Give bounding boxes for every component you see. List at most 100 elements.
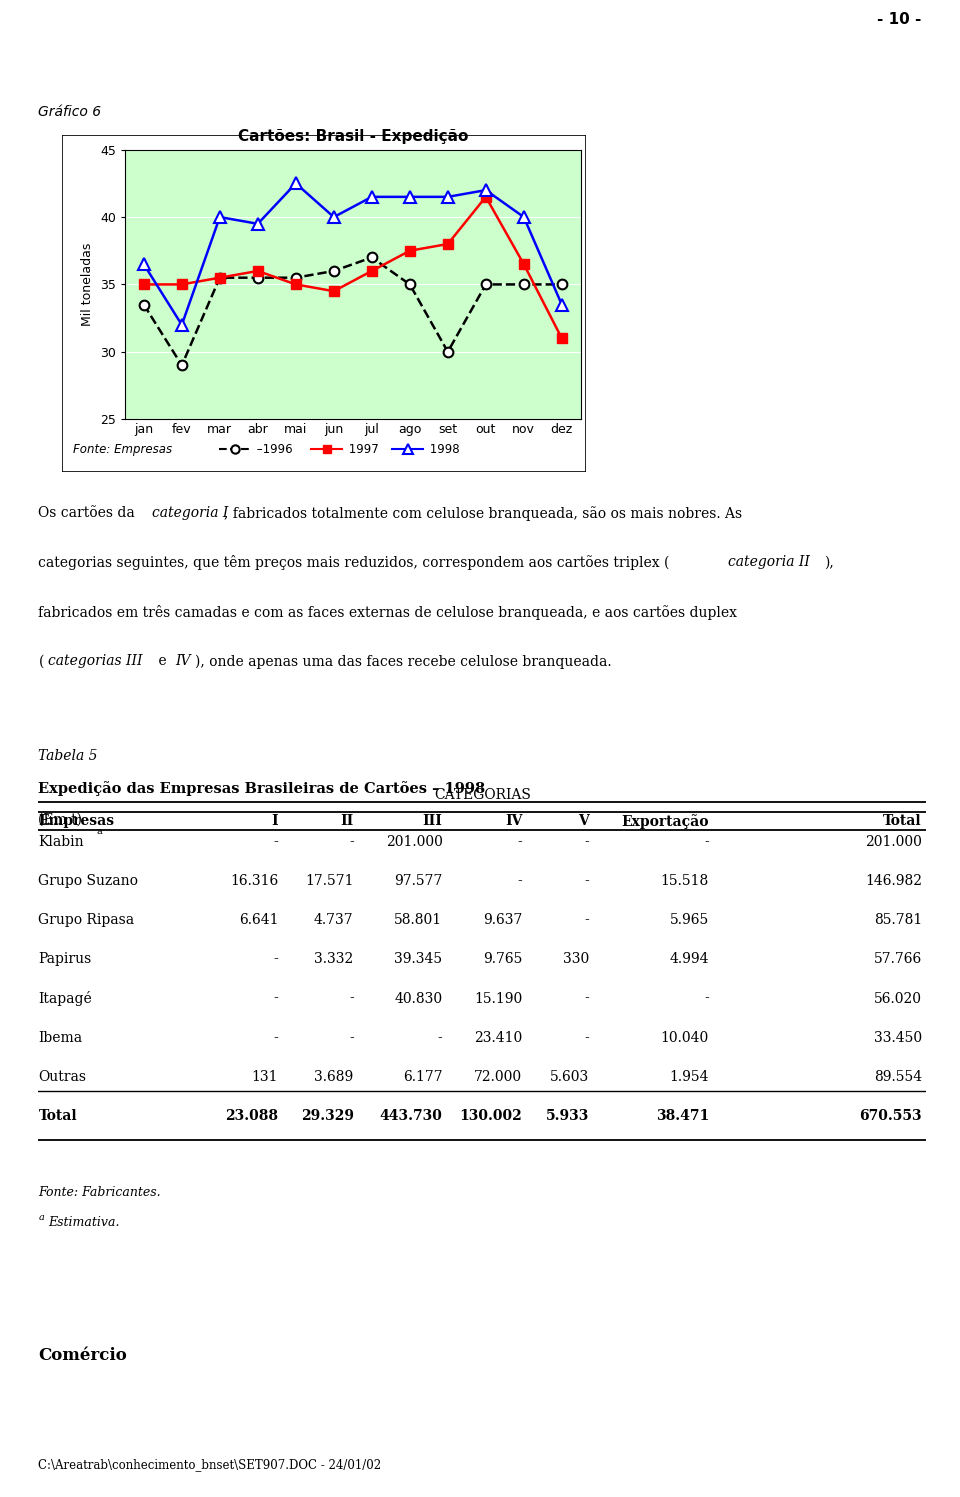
Text: 6.641: 6.641 [239,913,278,927]
Text: fabricados em três camadas e com as faces externas de celulose branqueada, e aos: fabricados em três camadas e com as face… [38,605,737,620]
Text: 15.518: 15.518 [660,874,708,888]
Text: 201.000: 201.000 [386,835,443,849]
Text: -: - [704,991,708,1006]
Text: 201.000: 201.000 [865,835,922,849]
Text: 17.571: 17.571 [305,874,353,888]
Text: Gráfico 6: Gráfico 6 [38,105,102,118]
Text: 39.345: 39.345 [395,952,443,967]
Text: 5.603: 5.603 [550,1070,589,1084]
Text: I: I [272,814,278,828]
Text: - 10 -: - 10 - [877,12,922,27]
Text: 29.329: 29.329 [300,1109,353,1123]
Text: Comércio: Comércio [38,1347,127,1364]
Text: (Em t): (Em t) [38,813,83,826]
Text: 146.982: 146.982 [865,874,922,888]
Text: V: V [578,814,589,828]
Text: Papirus: Papirus [38,952,91,967]
Text: 5.933: 5.933 [545,1109,589,1123]
Text: -: - [585,835,589,849]
Text: -: - [274,1031,278,1045]
Text: categorias III: categorias III [48,654,142,668]
Text: 5.965: 5.965 [669,913,708,927]
Text: -: - [585,874,589,888]
Text: 38.471: 38.471 [656,1109,708,1123]
Text: ), onde apenas uma das faces recebe celulose branqueada.: ), onde apenas uma das faces recebe celu… [195,654,612,669]
Text: 4.737: 4.737 [314,913,353,927]
Text: Total: Total [883,814,922,828]
Text: C:\Areatrab\conhecimento_bnset\SET907.DOC - 24/01/02: C:\Areatrab\conhecimento_bnset\SET907.DO… [38,1458,381,1472]
Text: 89.554: 89.554 [874,1070,922,1084]
Text: 6.177: 6.177 [403,1070,443,1084]
Text: 23.410: 23.410 [474,1031,522,1045]
Text: 3.689: 3.689 [314,1070,353,1084]
Text: 330: 330 [563,952,589,967]
Text: -: - [274,952,278,967]
Text: Fonte: Empresas: Fonte: Empresas [73,443,172,455]
Text: 16.316: 16.316 [229,874,278,888]
Text: Exportação: Exportação [621,814,708,828]
Text: categoria II: categoria II [728,555,809,569]
Text: 1.954: 1.954 [669,1070,708,1084]
Text: , fabricados totalmente com celulose branqueada, são os mais nobres. As: , fabricados totalmente com celulose bra… [224,506,742,521]
Text: a: a [96,828,102,837]
Text: categorias seguintes, que têm preços mais reduzidos, correspondem aos cartões tr: categorias seguintes, que têm preços mai… [38,555,670,570]
Text: Expedição das Empresas Brasileiras de Cartões – 1998: Expedição das Empresas Brasileiras de Ca… [38,781,486,796]
Text: 670.553: 670.553 [859,1109,922,1123]
Text: ),: ), [824,555,833,569]
Text: Grupo Ripasa: Grupo Ripasa [38,913,134,927]
Text: Os cartões da: Os cartões da [38,506,139,519]
Text: -: - [348,835,353,849]
Text: 40.830: 40.830 [395,991,443,1006]
Text: III: III [422,814,443,828]
Text: -: - [704,835,708,849]
Text: -: - [274,991,278,1006]
Text: (: ( [38,654,44,668]
Text: 9.765: 9.765 [483,952,522,967]
Text: CATEGORIAS: CATEGORIAS [434,789,531,802]
Text: 443.730: 443.730 [379,1109,443,1123]
Text: 15.190: 15.190 [474,991,522,1006]
Text: categoria I: categoria I [152,506,228,519]
Text: -: - [517,835,522,849]
Text: Klabin: Klabin [38,835,84,849]
Text: Outras: Outras [38,1070,86,1084]
Text: Total: Total [38,1109,77,1123]
Text: -: - [438,1031,443,1045]
Text: -: - [348,1031,353,1045]
Text: 97.577: 97.577 [394,874,443,888]
Text: 4.994: 4.994 [669,952,708,967]
Text: Tabela 5: Tabela 5 [38,748,98,762]
Text: Fonte: Fabricantes.: Fonte: Fabricantes. [38,1186,161,1199]
Text: 1998: 1998 [426,443,460,455]
Text: e: e [154,654,171,668]
Text: Estimativa.: Estimativa. [48,1216,119,1229]
Text: 85.781: 85.781 [874,913,922,927]
Text: 10.040: 10.040 [660,1031,708,1045]
Text: IV: IV [176,654,191,668]
Text: 3.332: 3.332 [314,952,353,967]
Text: a: a [38,1213,44,1222]
Text: 58.801: 58.801 [395,913,443,927]
Text: 9.637: 9.637 [483,913,522,927]
Text: 130.002: 130.002 [460,1109,522,1123]
Text: 131: 131 [252,1070,278,1084]
Text: 1997: 1997 [345,443,378,455]
Text: Itapagé: Itapagé [38,991,92,1006]
Text: -: - [585,1031,589,1045]
Text: Grupo Suzano: Grupo Suzano [38,874,138,888]
Text: 56.020: 56.020 [874,991,922,1006]
Text: 72.000: 72.000 [474,1070,522,1084]
Text: -: - [517,874,522,888]
Text: IV: IV [505,814,522,828]
Text: -: - [585,991,589,1006]
Text: -: - [348,991,353,1006]
Text: 57.766: 57.766 [874,952,922,967]
Text: –1996: –1996 [253,443,293,455]
Y-axis label: Mil toneladas: Mil toneladas [82,243,94,326]
Text: -: - [274,835,278,849]
Text: II: II [341,814,353,828]
Text: 33.450: 33.450 [874,1031,922,1045]
Title: Cartões: Brasil - Expedição: Cartões: Brasil - Expedição [238,129,468,144]
Text: Ibema: Ibema [38,1031,83,1045]
Text: 23.088: 23.088 [226,1109,278,1123]
